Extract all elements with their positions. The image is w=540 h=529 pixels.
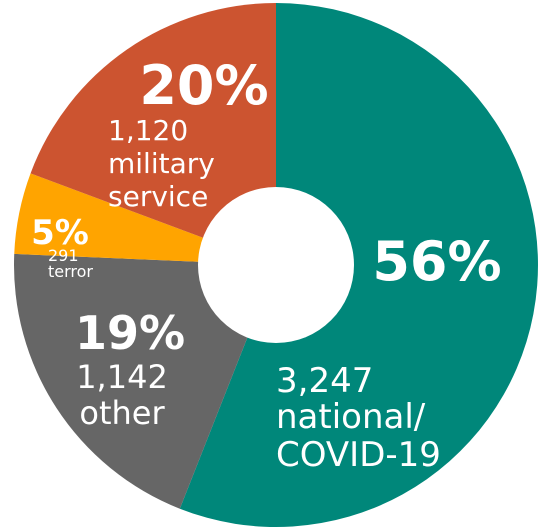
count-label-other: 1,142 bbox=[76, 358, 168, 396]
category-label-national-line1: national/ bbox=[276, 397, 426, 437]
slice-military-service bbox=[30, 2, 277, 266]
slice-label-national: 56% 3,247 national/ COVID-19 bbox=[276, 230, 502, 475]
percent-label-other: 19% bbox=[75, 306, 185, 360]
slice-label-terror: 5% 291 terror bbox=[31, 213, 93, 281]
percent-label-national: 56% bbox=[372, 230, 501, 293]
category-label-terror: terror bbox=[48, 262, 93, 281]
count-label-national: 3,247 bbox=[276, 361, 373, 401]
category-label-military-line1: military bbox=[108, 147, 215, 180]
percent-label-terror: 5% bbox=[31, 213, 89, 253]
slice-label-other: 19% 1,142 other bbox=[75, 306, 185, 432]
slice-other bbox=[13, 253, 276, 509]
category-label-military-line2: service bbox=[108, 180, 208, 213]
slice-national-covid bbox=[179, 3, 538, 527]
percent-label-military: 20% bbox=[139, 54, 268, 117]
slice-label-military: 20% 1,120 military service bbox=[108, 54, 269, 213]
category-label-other: other bbox=[79, 394, 165, 432]
category-label-national-line2: COVID-19 bbox=[276, 435, 441, 475]
donut-slices bbox=[13, 2, 538, 527]
count-label-terror: 291 bbox=[48, 246, 79, 265]
donut-hole bbox=[198, 187, 354, 343]
count-label-military: 1,120 bbox=[108, 114, 188, 147]
